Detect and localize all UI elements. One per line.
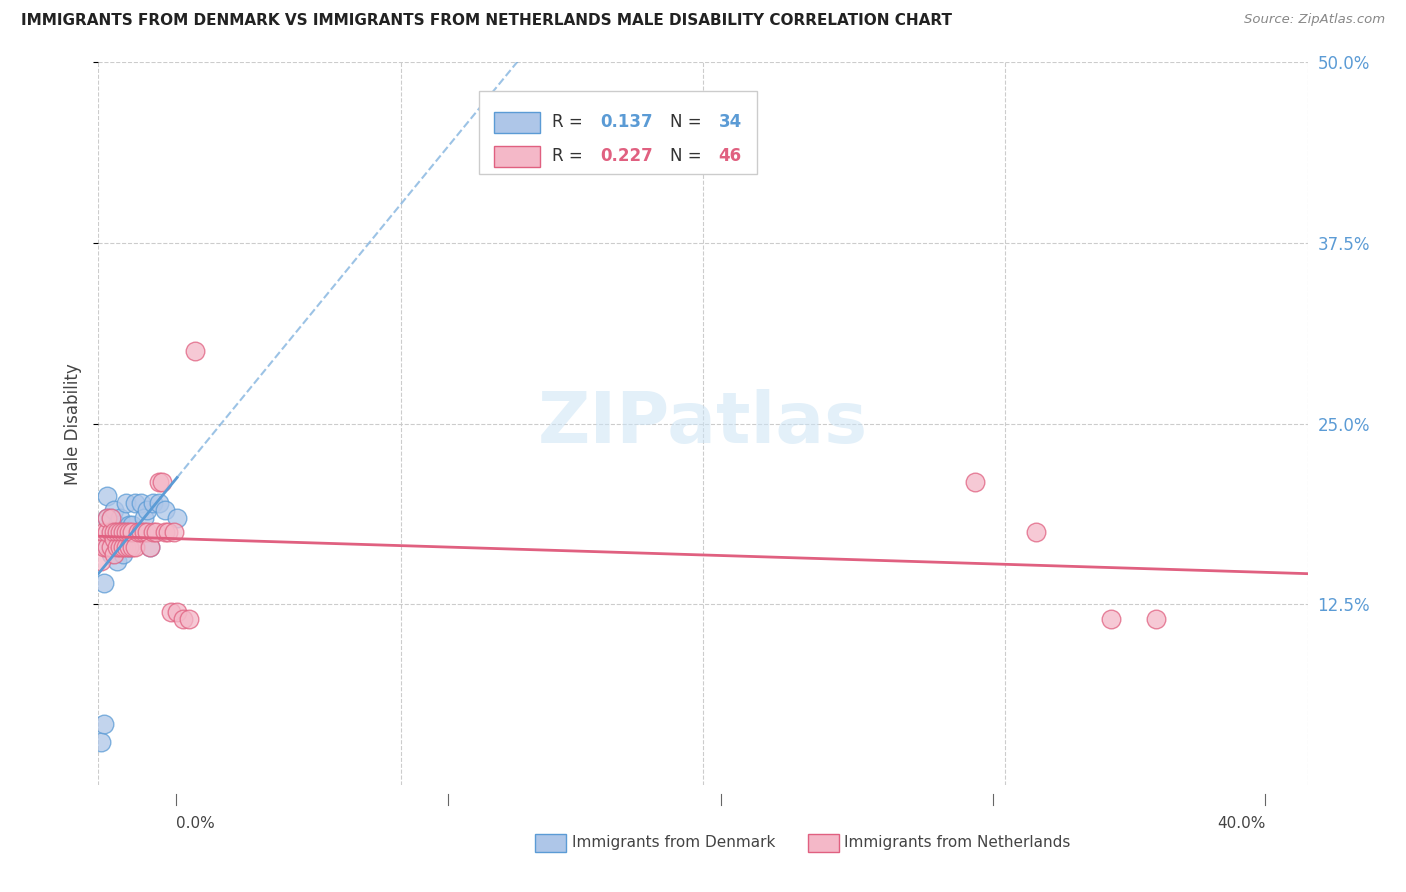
Point: [114, 496, 136, 510]
Text: Source: ZipAtlas.com: Source: ZipAtlas.com: [1244, 13, 1385, 27]
Point: [127, 524, 149, 539]
Text: N =: N =: [671, 113, 707, 131]
Point: [103, 524, 125, 539]
Text: Immigrants from Denmark: Immigrants from Denmark: [572, 836, 775, 850]
Point: [148, 496, 170, 510]
FancyBboxPatch shape: [494, 112, 540, 133]
Point: [108, 510, 131, 524]
Point: [153, 503, 176, 517]
Point: [100, 547, 122, 561]
Point: [118, 524, 141, 539]
Point: [100, 524, 122, 539]
Text: 40.0%: 40.0%: [1218, 816, 1265, 831]
Point: [93, 575, 115, 590]
Text: 0.227: 0.227: [600, 147, 652, 165]
Point: [103, 540, 125, 554]
Point: [132, 510, 155, 524]
Point: [166, 510, 188, 524]
Point: [105, 540, 128, 554]
Point: [111, 524, 134, 539]
Text: 46: 46: [718, 147, 742, 165]
Point: [103, 547, 125, 561]
Point: [121, 517, 143, 532]
Point: [965, 475, 987, 489]
Point: [150, 475, 173, 489]
Point: [156, 524, 179, 539]
Point: [118, 540, 141, 554]
Text: ZIPatlas: ZIPatlas: [538, 389, 868, 458]
Point: [179, 612, 201, 626]
Point: [108, 524, 131, 539]
Point: [100, 524, 122, 539]
Point: [90, 554, 112, 568]
Point: [96, 510, 118, 524]
Point: [121, 524, 143, 539]
Point: [139, 540, 162, 554]
Point: [127, 524, 149, 539]
Point: [103, 503, 125, 517]
Text: R =: R =: [551, 113, 588, 131]
Point: [135, 503, 157, 517]
Point: [1099, 612, 1122, 626]
Point: [114, 524, 136, 539]
Point: [100, 540, 122, 554]
Point: [108, 540, 131, 554]
Point: [148, 475, 170, 489]
Point: [124, 496, 146, 510]
Point: [96, 540, 118, 554]
Point: [105, 524, 128, 539]
Point: [142, 524, 165, 539]
Point: [1024, 524, 1046, 539]
Text: Immigrants from Netherlands: Immigrants from Netherlands: [844, 836, 1071, 850]
FancyBboxPatch shape: [479, 91, 758, 175]
Point: [139, 540, 162, 554]
Point: [90, 734, 112, 748]
Point: [100, 510, 122, 524]
Point: [118, 540, 141, 554]
Point: [135, 524, 157, 539]
Y-axis label: Male Disability: Male Disability: [65, 363, 83, 484]
Point: [153, 524, 176, 539]
Point: [105, 533, 128, 547]
Point: [1144, 612, 1167, 626]
Point: [121, 540, 143, 554]
FancyBboxPatch shape: [494, 145, 540, 167]
Point: [96, 540, 118, 554]
Point: [103, 524, 125, 539]
Point: [114, 524, 136, 539]
Point: [93, 717, 115, 731]
Point: [100, 510, 122, 524]
Point: [129, 524, 152, 539]
Point: [93, 540, 115, 554]
Point: [132, 524, 155, 539]
Point: [105, 554, 128, 568]
Point: [163, 524, 186, 539]
Point: [96, 489, 118, 503]
Point: [111, 540, 134, 554]
Point: [111, 547, 134, 561]
Point: [166, 605, 188, 619]
Text: IMMIGRANTS FROM DENMARK VS IMMIGRANTS FROM NETHERLANDS MALE DISABILITY CORRELATI: IMMIGRANTS FROM DENMARK VS IMMIGRANTS FR…: [21, 13, 952, 29]
Point: [124, 540, 146, 554]
Point: [96, 524, 118, 539]
Point: [103, 533, 125, 547]
Point: [184, 344, 207, 359]
Point: [96, 510, 118, 524]
Point: [160, 605, 183, 619]
Point: [93, 524, 115, 539]
Point: [108, 540, 131, 554]
Text: N =: N =: [671, 147, 707, 165]
Text: R =: R =: [551, 147, 588, 165]
Text: 0.0%: 0.0%: [176, 816, 215, 831]
Point: [105, 517, 128, 532]
Point: [118, 517, 141, 532]
Text: 34: 34: [718, 113, 742, 131]
Point: [111, 524, 134, 539]
Text: 0.137: 0.137: [600, 113, 652, 131]
Point: [172, 612, 194, 626]
Point: [145, 524, 167, 539]
Point: [114, 540, 136, 554]
Point: [129, 496, 152, 510]
Point: [142, 496, 165, 510]
